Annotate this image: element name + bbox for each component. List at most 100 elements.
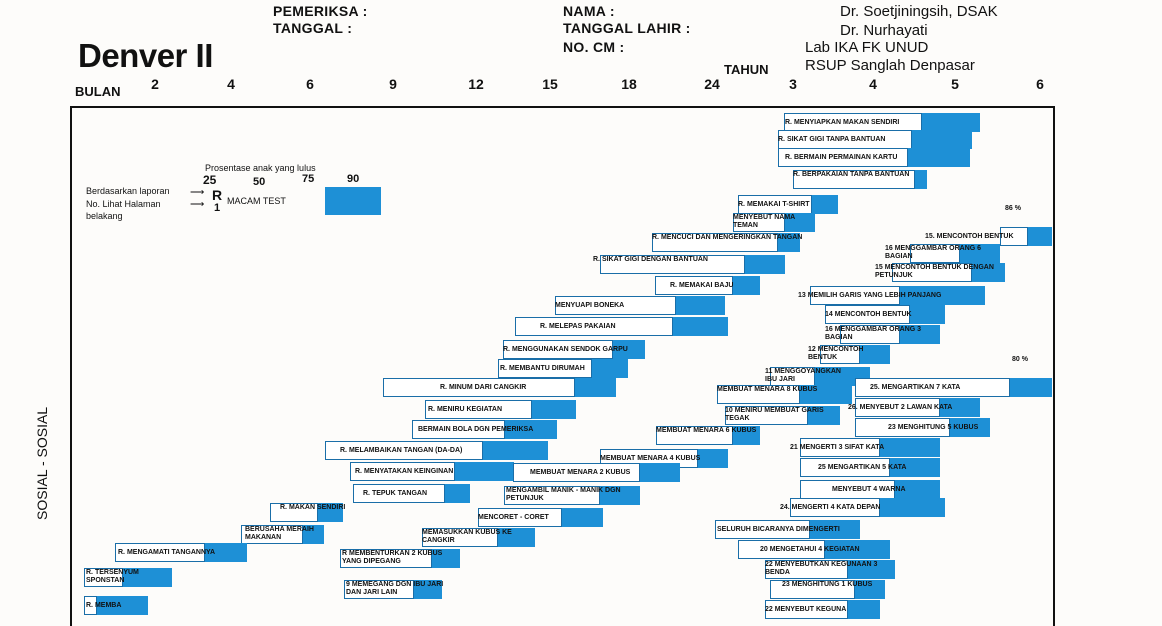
test-item: R. MENGGUNAKAN SENDOK GARPU xyxy=(0,340,1162,359)
test-item: R. BERMAIN PERMAINAN KARTU xyxy=(0,148,1162,167)
item-bar-range-25-75 xyxy=(733,213,785,232)
legend-p25: 25 xyxy=(203,173,217,187)
item-label: MENGAMBIL MANIK - MANIK DGN PETUNJUK xyxy=(506,487,621,502)
age-tick-label: 2 xyxy=(151,76,159,92)
item-bar-range-25-75 xyxy=(504,486,600,505)
item-label: 9 MEMEGANG DGN IBU JARI DAN JARI LAIN xyxy=(346,581,444,596)
item-bar-range-75-90 xyxy=(855,580,885,599)
dob-label: TANGGAL LAHIR : xyxy=(563,20,691,36)
item-bar-range-25-75 xyxy=(770,580,855,599)
item-bar-range-75-90 xyxy=(1010,378,1052,397)
item-bar-range-75-90 xyxy=(733,276,760,295)
item-label: 15 MENCONTOH BENTUK DENGAN PETUNJUK xyxy=(875,264,994,279)
item-bar-range-75-90 xyxy=(505,420,557,439)
item-bar-range-75-90 xyxy=(895,480,940,499)
item-label: 22 MENYEBUT KEGUNA xyxy=(765,606,847,613)
test-item: R. MELAMBAIKAN TANGAN (DA-DA) xyxy=(0,441,1162,460)
doctor-2: Dr. Nurhayati xyxy=(840,22,928,39)
item-bar-range-75-90 xyxy=(785,213,815,232)
legend-report-1: Berdasarkan laporan xyxy=(86,186,170,196)
item-bar-range-25-75 xyxy=(765,560,848,579)
test-item: 15. MENCONTOH BENTUK xyxy=(0,227,1162,246)
test-item: MEMBUAT MENARA 6 KUBUS xyxy=(0,426,1162,445)
test-item: 26. MENYEBUT 2 LAWAN KATA xyxy=(0,398,1162,417)
item-bar-range-75-90 xyxy=(910,305,945,324)
item-bar-range-75-90 xyxy=(455,462,514,481)
item-label: 14 MENCONTOH BENTUK xyxy=(825,311,912,318)
test-item: 10 MENIRU MEMBUAT GARIS TEGAK xyxy=(0,406,1162,425)
item-bar-range-75-90 xyxy=(318,503,343,522)
item-label: R. MAKAN SENDIRI xyxy=(280,504,346,511)
test-item: R. TERSENYUM SPONSTAN xyxy=(0,568,1162,587)
item-label: 16 MENGGAMBAR ORANG 3 BAGIAN xyxy=(825,326,922,341)
test-item: 15 MENCONTOH BENTUK DENGAN PETUNJUK xyxy=(0,263,1162,282)
item-label: R. TEPUK TANGAN xyxy=(363,490,428,497)
item-label: R. MEMBANTU DIRUMAH xyxy=(500,365,585,372)
item-bar-range-25-75 xyxy=(738,540,825,559)
item-label: MEMBUAT MENARA 8 KUBUS xyxy=(717,386,818,393)
item-label: 25. MENGARTIKAN 7 KATA xyxy=(870,384,961,391)
item-bar-range-25-75 xyxy=(1000,227,1028,246)
item-label: 24. MENGERTI 4 KATA DEPAN xyxy=(780,504,881,511)
item-label: 26. MENYEBUT 2 LAWAN KATA xyxy=(848,404,953,411)
item-bar-range-75-90 xyxy=(900,286,985,305)
item-label: 10 MENIRU MEMBUAT GARIS TEGAK xyxy=(725,407,824,422)
age-tick-label: 15 xyxy=(542,76,558,92)
age-tick-label: 4 xyxy=(869,76,877,92)
test-item: R. MEMBANTU DIRUMAH xyxy=(0,359,1162,378)
item-bar-range-75-90 xyxy=(825,540,890,559)
test-item: MENGAMBIL MANIK - MANIK DGN PETUNJUK xyxy=(0,486,1162,505)
item-bar-range-25-75 xyxy=(717,385,800,404)
item-bar-range-75-90 xyxy=(414,580,442,599)
test-item: 23 MENGHITUNG 1 KUBUS xyxy=(0,580,1162,599)
item-bar-range-75-90 xyxy=(915,170,927,189)
item-bar-range-25-75 xyxy=(655,276,733,295)
test-item: BERUSAHA MERAIH MAKANAN xyxy=(0,525,1162,544)
examiner-label: PEMERIKSA : xyxy=(273,3,368,19)
item-label: R. MENYATAKAN KEINGINAN xyxy=(355,468,454,475)
legend-swatch xyxy=(325,187,381,215)
name-label: NAMA : xyxy=(563,3,615,19)
item-bar-range-75-90 xyxy=(890,458,940,477)
item-bar-range-25-75 xyxy=(353,484,445,503)
item-bar-range-75-90 xyxy=(640,463,680,482)
item-bar-range-25-75 xyxy=(725,406,808,425)
item-bar-range-75-90 xyxy=(940,398,980,417)
test-item: BERMAIN BOLA DGN PEMERIKSA xyxy=(0,420,1162,439)
item-bar-range-25-75 xyxy=(425,400,532,419)
age-tick-label: 24 xyxy=(704,76,720,92)
item-bar-range-25-75 xyxy=(412,420,505,439)
test-item: MEMASUKKAN KUBUS KE CANGKIR xyxy=(0,528,1162,547)
test-item: R. MINUM DARI CANGKIR xyxy=(0,378,1162,397)
test-item: R. MEMAKAI T-SHIRT xyxy=(0,195,1162,214)
item-label: 22 MENYEBUTKAN KEGUNAAN 3 BENDA xyxy=(765,561,878,576)
test-item: R. MAKAN SENDIRI xyxy=(0,503,1162,522)
item-label: R. MENGGUNAKAN SENDOK GARPU xyxy=(503,346,628,353)
age-tick-label: 18 xyxy=(621,76,637,92)
item-bar-range-75-90 xyxy=(880,438,940,457)
item-bar-range-25-75 xyxy=(820,345,860,364)
item-label: R. MEMBA xyxy=(86,602,122,609)
item-label: BERMAIN BOLA DGN PEMERIKSA xyxy=(418,426,534,433)
item-bar-range-25-75 xyxy=(84,568,123,587)
item-bar-range-75-90 xyxy=(498,528,535,547)
item-label: R. MINUM DARI CANGKIR xyxy=(440,384,527,391)
test-item: 25. MENGARTIKAN 7 KATA xyxy=(0,378,1162,397)
item-bar-range-75-90 xyxy=(613,340,645,359)
age-tick-label: 4 xyxy=(227,76,235,92)
item-label: R. MENCUCI DAN MENGERINGKAN TANGAN xyxy=(652,234,803,241)
test-item: 13 MEMILIH GARIS YANG LEBIH PANJANG xyxy=(0,286,1162,305)
item-bar-range-75-90 xyxy=(532,400,576,419)
age-tick-label: 3 xyxy=(789,76,797,92)
item-label: MEMBUAT MENARA 2 KUBUS xyxy=(530,469,631,476)
item-bar-range-25-75 xyxy=(270,503,318,522)
item-bar-range-75-90 xyxy=(432,549,460,568)
test-item: 21 MENGERTI 3 SIFAT KATA xyxy=(0,438,1162,457)
item-bar-range-25-75 xyxy=(498,359,592,378)
test-item: MENYEBUT NAMA TEMAN xyxy=(0,213,1162,232)
item-bar-range-25-75 xyxy=(855,398,940,417)
item-bar-range-75-90 xyxy=(698,449,728,468)
test-item: 12 MENCONTOH BENTUK xyxy=(0,345,1162,364)
item-label: R. SIKAT GIGI DENGAN BANTUAN xyxy=(593,256,708,263)
item-label: R. MEMAKAI T-SHIRT xyxy=(738,201,810,208)
